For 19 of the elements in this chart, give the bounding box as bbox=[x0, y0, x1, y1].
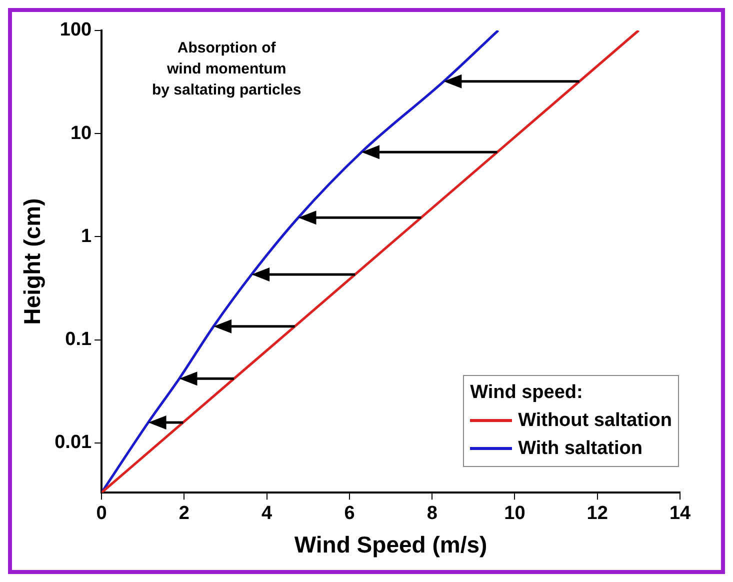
x-tick-label: 6 bbox=[344, 503, 355, 524]
x-tick-label: 4 bbox=[262, 503, 273, 524]
y-tick-label: 10 bbox=[70, 122, 92, 144]
x-axis-title: Wind Speed (m/s) bbox=[294, 532, 488, 558]
x-tick-label: 12 bbox=[586, 503, 608, 524]
legend-title: Wind speed: bbox=[470, 380, 584, 405]
y-axis-title: Height (cm) bbox=[19, 198, 46, 325]
annotation: Absorption of wind momentum by saltating particles bbox=[152, 39, 302, 98]
x-tick-label: 8 bbox=[426, 503, 438, 524]
x-tick-label: 10 bbox=[504, 503, 526, 524]
legend-label: With saltation bbox=[518, 436, 642, 461]
y-tick-label: 0.01 bbox=[54, 432, 92, 454]
y-tick-label: 0.1 bbox=[65, 329, 92, 350]
y-tick-label: 100 bbox=[60, 20, 92, 41]
x-tick-label: 0 bbox=[96, 503, 107, 524]
x-tick-label: 2 bbox=[178, 503, 190, 524]
y-tick-label: 1 bbox=[81, 226, 92, 247]
legend-label: Without saltation bbox=[518, 408, 672, 433]
x-tick-label: 14 bbox=[669, 503, 691, 524]
